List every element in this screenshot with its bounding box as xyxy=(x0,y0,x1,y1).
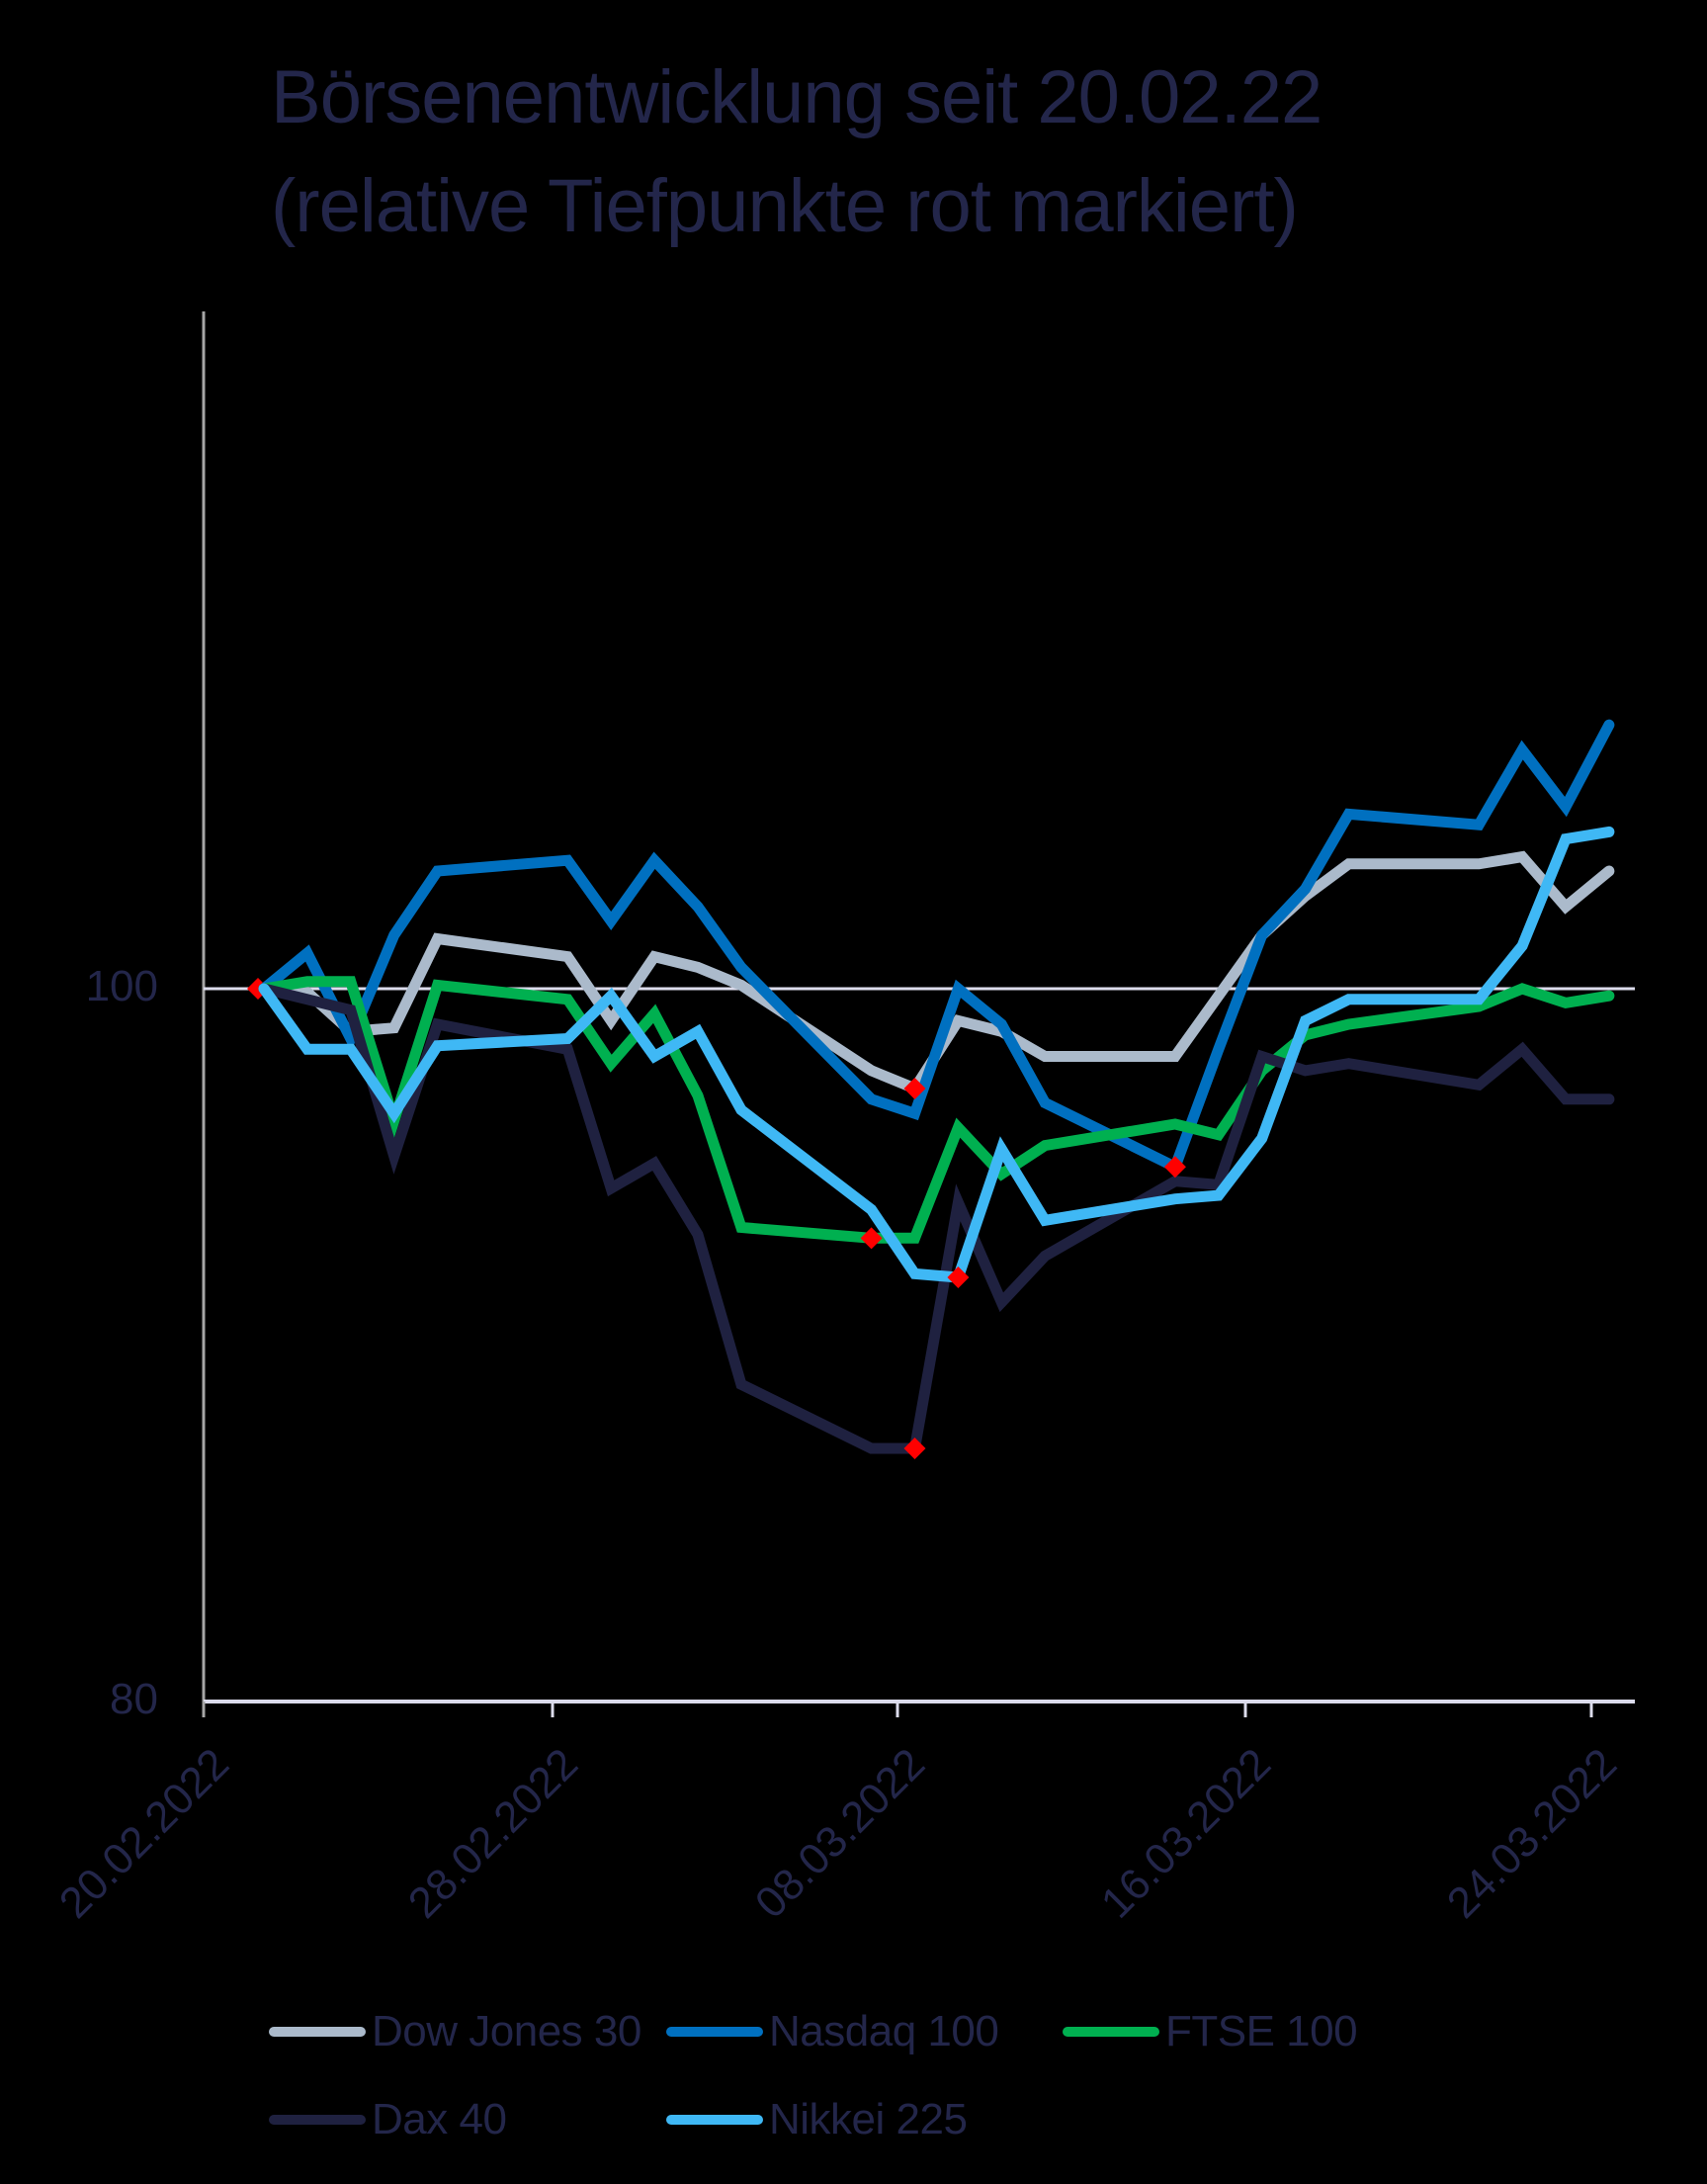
legend-label: Dax 40 xyxy=(372,2095,507,2143)
legend-item-nasdaq[interactable]: Nasdaq 100 xyxy=(666,2007,999,2056)
chart-title-line-1: Börsenentwicklung seit 20.02.22 xyxy=(271,55,1323,139)
x-axis-ticks xyxy=(202,1702,1593,1717)
legend-item-ftse[interactable]: FTSE 100 xyxy=(1063,2007,1358,2056)
legend-swatch-dax xyxy=(269,2115,366,2125)
legend-swatch-ftse xyxy=(1063,2027,1159,2037)
series-lines xyxy=(258,719,1615,1454)
y-tick-label-100: 100 xyxy=(85,962,158,1010)
series-line-nikkei-225 xyxy=(258,826,1615,1283)
legend-label: Nikkei 225 xyxy=(769,2095,968,2143)
legend-label: Dow Jones 30 xyxy=(372,2007,641,2055)
legend-label: Nasdaq 100 xyxy=(769,2007,999,2055)
y-tick-label-80: 80 xyxy=(110,1675,158,1723)
low-marker-dax-40 xyxy=(903,1438,926,1460)
low-point-markers xyxy=(860,1077,1186,1460)
low-marker-dow-jones-30 xyxy=(903,1077,926,1099)
legend-label: FTSE 100 xyxy=(1165,2007,1358,2055)
legend-item-dax[interactable]: Dax 40 xyxy=(269,2095,507,2144)
legend-item-dow-jones[interactable]: Dow Jones 30 xyxy=(269,2007,641,2056)
legend-swatch-nasdaq xyxy=(666,2027,763,2037)
low-marker-ftse-100 xyxy=(860,1227,883,1250)
chart-title: Börsenentwicklung seit 20.02.22 (relativ… xyxy=(271,44,1323,261)
legend-swatch-nikkei xyxy=(666,2115,763,2125)
legend-swatch-dow-jones xyxy=(269,2027,366,2037)
legend-item-nikkei[interactable]: Nikkei 225 xyxy=(666,2095,968,2144)
chart-title-line-2: (relative Tiefpunkte rot markiert) xyxy=(271,164,1299,248)
series-line-nasdaq-100 xyxy=(258,719,1615,1175)
series-line-dax-40 xyxy=(258,983,1615,1454)
low-marker-nasdaq-100 xyxy=(1163,1156,1186,1179)
series-line-ftse-100 xyxy=(258,976,1615,1244)
low-marker-nikkei-225 xyxy=(947,1267,970,1289)
